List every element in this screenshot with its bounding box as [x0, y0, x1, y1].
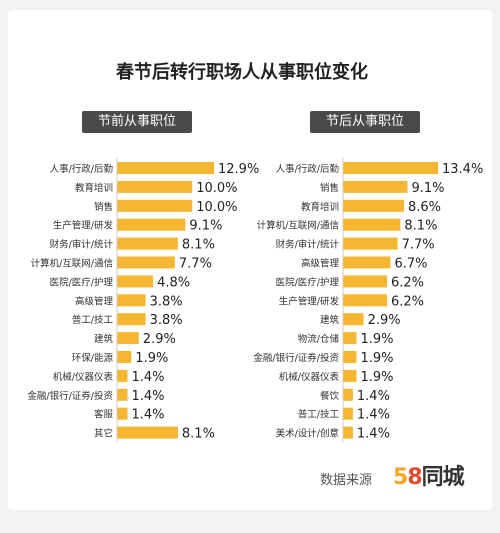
chart-card	[8, 10, 492, 510]
bar-before-8	[117, 313, 146, 326]
category-label-after-9: 物流/仓储	[298, 333, 340, 345]
bar-after-12	[343, 388, 353, 401]
chart-title: 春节后转行职场人从事职位变化	[116, 62, 368, 83]
bar-after-1	[343, 180, 408, 193]
bar-before-13	[117, 407, 128, 420]
category-label-after-0: 人事/行政/后勤	[276, 163, 339, 175]
category-label-before-10: 环保/能源	[72, 352, 114, 364]
bar-before-3	[117, 218, 186, 231]
bar-after-7	[343, 294, 387, 307]
value-label-after-10: 1.9%	[361, 351, 394, 366]
bar-after-4	[343, 237, 398, 250]
value-label-after-9: 1.9%	[361, 332, 394, 347]
value-label-after-3: 8.1%	[404, 219, 437, 234]
value-label-before-7: 3.8%	[150, 294, 183, 309]
category-label-before-13: 客服	[94, 409, 114, 421]
panel-title-before: 节前从事职位	[82, 111, 192, 133]
category-label-before-2: 销售	[94, 201, 113, 213]
bar-after-14	[343, 426, 353, 439]
bar-after-0	[343, 162, 438, 174]
category-label-after-12: 餐饮	[320, 390, 340, 402]
value-label-after-14: 1.4%	[357, 427, 390, 442]
value-label-before-3: 9.1%	[189, 219, 222, 234]
value-label-before-13: 1.4%	[132, 408, 165, 423]
bar-before-4	[117, 237, 178, 250]
data-source-label: 数据来源	[320, 473, 373, 488]
value-label-before-6: 4.8%	[157, 275, 190, 290]
category-label-after-1: 销售	[320, 182, 339, 194]
bar-after-8	[343, 313, 364, 326]
value-label-before-0: 12.9%	[218, 162, 259, 177]
category-label-before-3: 生产管理/研发	[53, 220, 114, 232]
value-label-before-2: 10.0%	[196, 200, 237, 215]
category-label-before-8: 普工/技工	[72, 314, 114, 326]
bar-after-10	[343, 351, 357, 363]
category-label-after-8: 建筑	[320, 314, 340, 326]
category-label-before-7: 高级管理	[75, 295, 114, 307]
category-label-after-14: 美术/设计/创意	[276, 428, 339, 440]
value-label-before-11: 1.4%	[132, 370, 165, 385]
category-label-before-0: 人事/行政/后勤	[50, 163, 113, 175]
category-label-before-1: 教育培训	[75, 182, 113, 194]
category-label-after-7: 生产管理/研发	[279, 295, 340, 307]
bar-before-1	[117, 180, 193, 193]
bar-after-13	[343, 407, 353, 420]
value-label-before-12: 1.4%	[132, 389, 165, 404]
category-label-before-14: 其它	[94, 428, 113, 440]
category-label-after-4: 财务/审计/统计	[276, 239, 340, 251]
category-label-before-4: 财务/审计/统计	[50, 239, 114, 251]
value-label-after-4: 7.7%	[402, 238, 435, 253]
value-label-after-5: 6.7%	[395, 257, 428, 272]
category-label-after-13: 普工/技工	[298, 409, 340, 421]
bar-before-6	[117, 275, 154, 288]
value-label-after-8: 2.9%	[368, 313, 401, 328]
value-label-after-1: 9.1%	[412, 181, 445, 196]
value-label-before-5: 7.7%	[179, 257, 212, 272]
value-label-before-10: 1.9%	[135, 351, 168, 366]
category-label-before-9: 建筑	[94, 333, 114, 345]
58-tongcheng-logo: 58同城	[393, 465, 465, 490]
value-label-after-2: 8.6%	[408, 200, 441, 215]
bar-before-11	[117, 369, 128, 382]
value-label-before-14: 8.1%	[182, 427, 215, 442]
category-label-before-6: 医院/医疗/护理	[50, 276, 114, 288]
bar-before-2	[117, 199, 193, 212]
value-label-after-6: 6.2%	[391, 275, 424, 290]
value-label-before-1: 10.0%	[196, 181, 237, 196]
value-label-after-13: 1.4%	[357, 408, 390, 423]
category-label-after-11: 机械/仪器仪表	[279, 371, 340, 383]
bar-after-11	[343, 369, 357, 382]
value-label-after-7: 6.2%	[391, 294, 424, 309]
category-label-after-2: 教育培训	[301, 201, 339, 213]
bar-after-3	[343, 218, 401, 231]
panel-title-after: 节后从事职位	[310, 111, 420, 133]
bar-after-5	[343, 256, 391, 269]
category-label-before-11: 机械/仪器仪表	[53, 371, 114, 383]
bar-before-12	[117, 388, 128, 401]
value-label-after-0: 13.4%	[442, 162, 483, 177]
bar-before-0	[117, 162, 214, 174]
category-label-after-10: 金融/银行/证券/投资	[253, 352, 339, 364]
value-label-before-8: 3.8%	[150, 313, 183, 328]
category-label-after-6: 医院/医疗/护理	[276, 276, 340, 288]
bar-before-7	[117, 294, 146, 307]
category-label-after-3: 计算机/互联网/通信	[257, 220, 339, 232]
category-label-after-5: 高级管理	[301, 258, 340, 270]
bar-after-6	[343, 275, 387, 288]
value-label-before-9: 2.9%	[143, 332, 176, 347]
bar-before-14	[117, 426, 178, 439]
value-label-before-4: 8.1%	[182, 238, 215, 253]
bar-before-5	[117, 256, 175, 269]
bar-after-2	[343, 199, 404, 212]
value-label-after-12: 1.4%	[357, 389, 390, 404]
category-label-before-12: 金融/银行/证券/投资	[27, 390, 113, 402]
category-label-before-5: 计算机/互联网/通信	[31, 258, 113, 270]
value-label-after-11: 1.9%	[361, 370, 394, 385]
bar-before-10	[117, 351, 132, 363]
bar-after-9	[343, 332, 357, 345]
bar-before-9	[117, 332, 139, 345]
